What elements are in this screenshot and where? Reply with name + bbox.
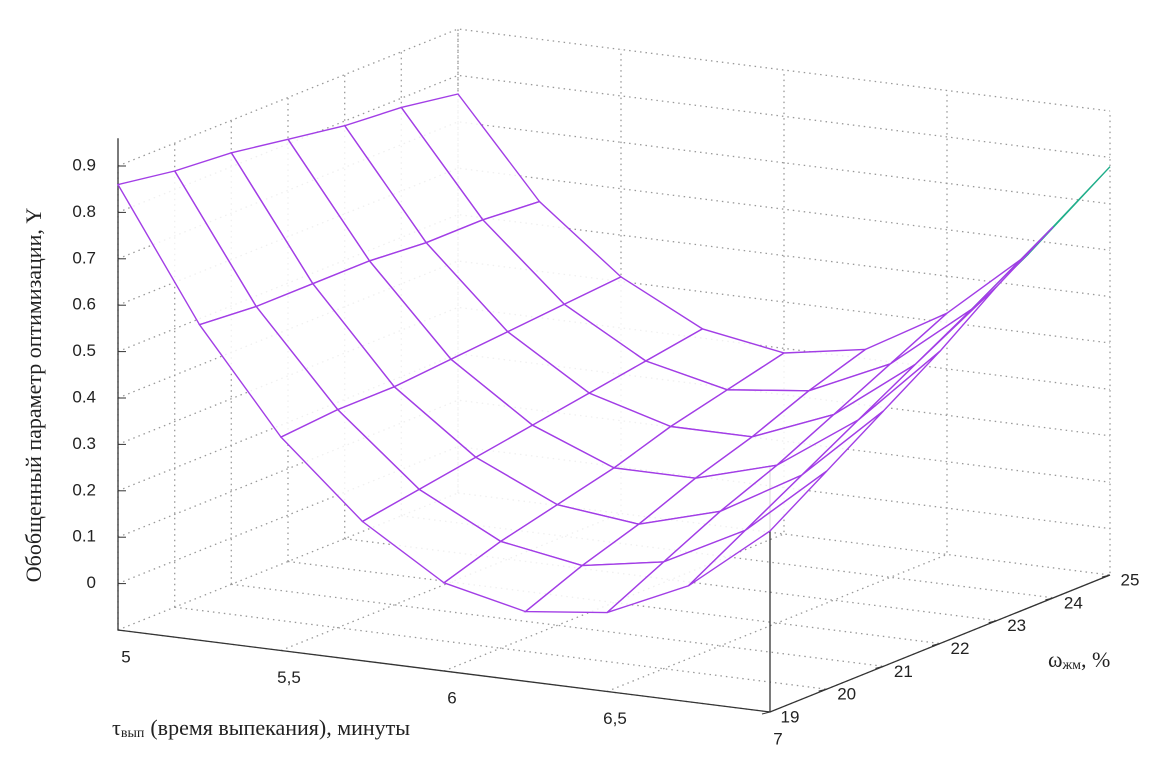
y-tick-label: 25	[1121, 570, 1140, 589]
z-grid-line	[117, 445, 1111, 585]
y-tick-label: 24	[1064, 593, 1083, 612]
x-tick-label: 6	[447, 688, 456, 707]
y-label-text: , %	[1081, 647, 1110, 672]
x-label-subscript: вып	[121, 726, 145, 741]
y-tick-label: 19	[781, 707, 800, 726]
x-grid-line	[606, 90, 948, 693]
x-tick-label: 7	[773, 729, 782, 748]
z-grid-line	[117, 28, 1111, 167]
x-label-symbol: τ	[112, 715, 121, 740]
z-tick-label: 0.3	[72, 434, 96, 453]
x-axis-label: τвып (время выпекания), минуты	[112, 715, 410, 741]
z-tick-label: 0.1	[72, 527, 96, 546]
x-grid-line	[443, 70, 785, 672]
surface-cell	[688, 470, 828, 587]
z-tick-label: 0.4	[72, 387, 96, 406]
y-tick-label: 23	[1007, 616, 1026, 635]
y-tick-label: 21	[894, 662, 913, 681]
z-tick-label: 0.9	[72, 155, 96, 174]
x-tick-label: 6,5	[603, 709, 627, 728]
z-tick-label: 0.8	[72, 202, 96, 221]
z-tick-label: 0.5	[72, 341, 96, 360]
z-tick-label: 0.6	[72, 295, 96, 314]
x-grid-line	[280, 49, 622, 652]
z-grid-line	[117, 353, 1111, 492]
y-tick-label: 22	[951, 639, 970, 658]
z-axis-label: Обобщенный параметр оптимизации, Y	[21, 208, 46, 583]
z-tick-label: 0.2	[72, 480, 96, 499]
y-axis-label: ωжм, %	[1048, 647, 1110, 673]
z-tick-label: 0.7	[72, 248, 96, 267]
y-label-symbol: ω	[1048, 647, 1062, 672]
surface-cell	[889, 253, 1029, 365]
y-label-subscript: жм	[1061, 658, 1081, 673]
y-tick-label: 20	[837, 685, 856, 704]
axis-box	[117, 138, 1111, 713]
x-label-text: (время выпекания), минуты	[150, 715, 410, 740]
x-tick-label: 5	[121, 647, 130, 666]
z-grid-line	[117, 306, 1111, 446]
x-tick-label: 5,5	[277, 668, 301, 687]
z-tick-label: 0	[87, 573, 96, 592]
z-grid-line	[117, 399, 1111, 538]
